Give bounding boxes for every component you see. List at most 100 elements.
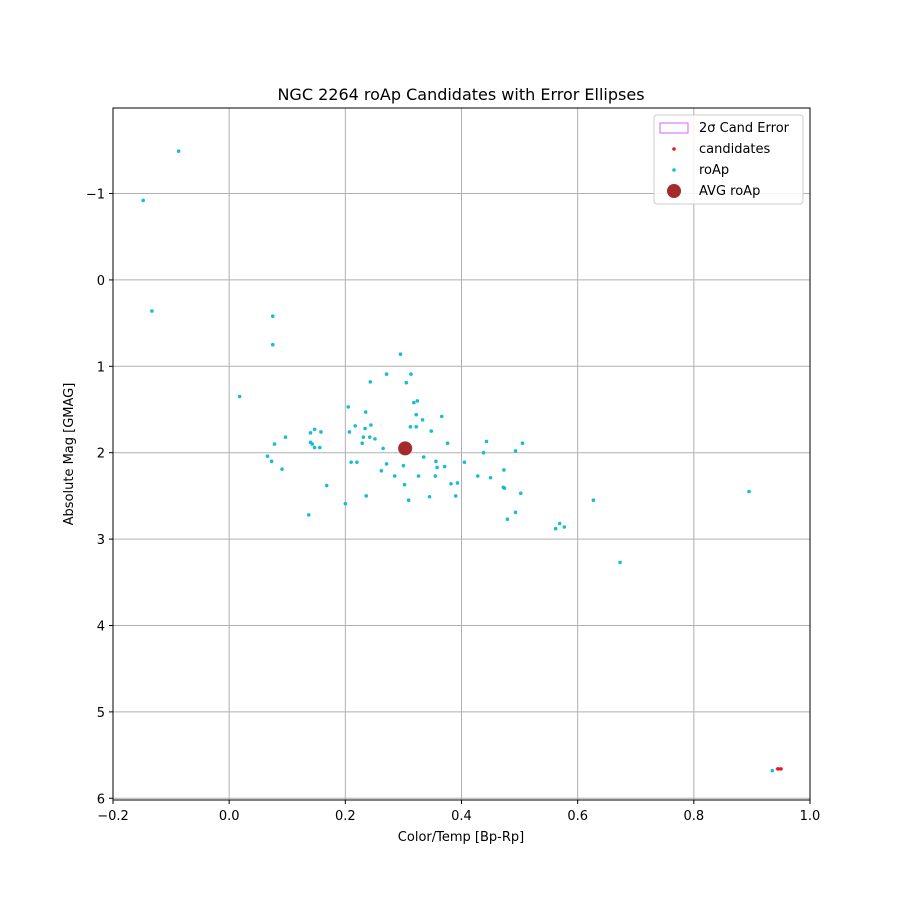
roap-point [280, 467, 284, 471]
roap-point [562, 525, 567, 529]
roap-point [747, 489, 751, 494]
roap-point [455, 481, 460, 485]
roap-point [475, 474, 480, 478]
legend-label-roap: roAp [699, 163, 729, 178]
x-tick-label: 0.0 [219, 809, 240, 824]
legend: 2σ Cand Error candidates roAp AVG roAp [653, 114, 804, 205]
axis-ticks: −0.2 0.0 0.2 0.4 0.6 0.8 1.0 −1 0 1 2 3 4 5 6 [86, 188, 821, 824]
roap-point [442, 464, 447, 469]
roap-point [347, 430, 352, 434]
roap-point [520, 441, 525, 446]
roap-point [513, 510, 518, 515]
roap-point [439, 414, 444, 419]
roap-point [484, 439, 489, 444]
roap-point [368, 380, 373, 384]
roap-point [384, 462, 389, 466]
grid [112, 108, 811, 800]
roap-point [237, 394, 242, 399]
roap-point [402, 482, 407, 487]
roap-point [453, 494, 458, 498]
roap-point [367, 435, 372, 439]
roap-point [312, 445, 317, 450]
avg-roap-point [398, 441, 413, 456]
roap-point [141, 198, 146, 203]
roap-point [412, 400, 416, 405]
roap-point [364, 494, 369, 498]
legend-ellipse-swatch [659, 122, 689, 134]
x-axis-label: Color/Temp [Bp-Rp] [398, 830, 524, 845]
roap-point [398, 352, 403, 357]
roap-point [355, 460, 359, 465]
roap-point [270, 314, 275, 319]
chart-title: NGC 2264 roAp Candidates with Error Elli… [277, 85, 644, 104]
roap-point [363, 410, 368, 414]
roap-point [618, 560, 622, 565]
roap-point [513, 449, 518, 453]
roap-point [306, 513, 311, 517]
roap-point [409, 372, 413, 376]
y-tick-label: 4 [97, 619, 105, 634]
data-points [141, 149, 783, 773]
legend-candidates-marker [672, 147, 676, 151]
roap-point [381, 446, 385, 451]
roap-point [502, 486, 507, 490]
roap-point [379, 469, 384, 473]
roap-point [272, 442, 277, 446]
legend-roap-marker [672, 168, 676, 172]
legend-label-avg: AVG roAp [699, 184, 760, 199]
roap-point [401, 463, 406, 468]
roap-point [353, 424, 358, 428]
y-tick-label: 5 [97, 706, 105, 721]
x-tick-label: −0.2 [97, 809, 129, 824]
roap-point [518, 491, 523, 496]
roap-point [481, 450, 486, 455]
roap-point [414, 424, 418, 429]
roap-point [421, 455, 426, 459]
y-tick-label: 2 [97, 447, 105, 462]
roap-point [502, 468, 506, 472]
roap-point [373, 437, 377, 441]
roap-point [283, 435, 288, 439]
x-tick-label: 0.8 [683, 809, 704, 824]
roap-point [406, 498, 411, 503]
legend-avg-marker [667, 184, 681, 198]
roap-point [317, 445, 322, 450]
x-tick-label: 0.6 [567, 809, 588, 824]
roap-point [553, 526, 558, 531]
legend-label-candidates: candidates [699, 142, 771, 157]
x-tick-label: 1.0 [800, 809, 821, 824]
y-tick-label: 0 [97, 274, 105, 289]
legend-box [653, 114, 804, 205]
roap-point [449, 482, 453, 486]
roap-point [324, 483, 329, 488]
roap-point [429, 429, 434, 433]
y-tick-label: 6 [97, 792, 105, 807]
roap-point [361, 435, 366, 439]
y-axis-label: Absolute Mag [GMAG] [62, 383, 77, 526]
y-tick-label: −1 [86, 188, 105, 203]
roap-point [343, 501, 348, 506]
roap-point [363, 426, 367, 431]
roap-point [415, 399, 420, 403]
roap-point [433, 474, 438, 478]
roap-point [416, 474, 421, 478]
roap-point [270, 342, 275, 347]
roap-point [150, 309, 154, 313]
roap-point [420, 418, 425, 422]
roap-point [392, 474, 397, 478]
roap-point [462, 460, 467, 465]
roap-point [319, 430, 323, 434]
roap-point [435, 465, 439, 470]
roap-point [414, 412, 418, 417]
roap-point [770, 768, 775, 773]
roap-point [427, 494, 432, 499]
candidate-point [779, 767, 783, 771]
x-tick-label: 0.2 [335, 809, 356, 824]
roap-point [269, 459, 274, 464]
roap-point [434, 459, 438, 464]
roap-point [384, 372, 389, 376]
roap-point [557, 521, 562, 526]
roap-point [308, 431, 313, 435]
roap-point [445, 441, 450, 446]
